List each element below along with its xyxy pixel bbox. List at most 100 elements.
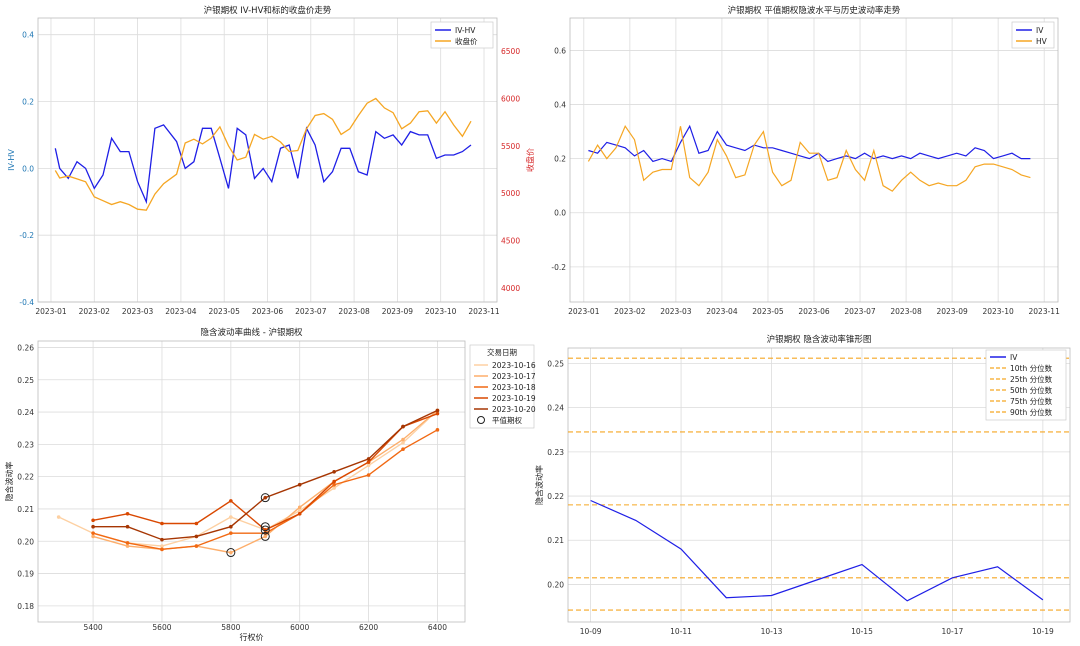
x-tick-label: 2023-10 [982,307,1014,316]
chart-atm-iv-hv: 2023-01 2023-02 2023-03 2023-04 2023-05 2023-… [551,5,1060,316]
series-point [297,508,302,513]
series-line-iv [588,124,1031,163]
series-point [125,544,130,548]
legend-label-percentile: 90th 分位数 [1010,407,1053,417]
atm-marker [260,493,270,503]
x-tick-label: 2023-02 [79,307,111,316]
chart-title: 沪银期权 平值期权隐波水平与历史波动率走势 [728,5,901,16]
series-point [229,531,233,535]
x-tick-label: 6000 [290,623,309,632]
legend-label-2023-10-18: 2023-10-18 [492,383,536,392]
y-tick-label: 0.26 [17,343,34,352]
series-point [435,428,440,432]
series-point [297,511,302,516]
series-point [263,495,268,500]
series-point [91,534,95,539]
y-tick-label: 0.20 [17,537,34,546]
legend-label-percentile: 50th 分位数 [1010,385,1053,395]
x-tick-label: 10-11 [670,627,692,636]
y-tick-label: 0.22 [547,492,564,501]
legend-title: 交易日期 [487,347,517,357]
legend-swatch-atm [477,416,485,424]
x-tick-label: 10-19 [1032,627,1054,636]
y-tick-label: 0.24 [547,404,564,413]
y2-tick-label: 4500 [501,236,520,245]
x-tick-label: 6400 [428,623,447,632]
series-point [56,515,61,519]
series-point [160,547,164,552]
series-point [401,447,405,452]
y-tick-label: 0.0 [554,209,566,218]
x-tick-label: 2023-03 [122,307,154,316]
x-tick-label: 2023-08 [338,307,370,316]
y-axis-label: 隐含波动率 [4,462,14,502]
legend-label-2023-10-17: 2023-10-17 [492,372,536,381]
x-tick-label: 2023-03 [660,307,692,316]
y-tick-label: -0.4 [19,298,34,307]
legend-label-2023-10-16: 2023-10-16 [492,361,536,370]
y-tick-label: 0.2 [554,155,566,164]
series-point [332,482,336,487]
series-point [160,521,164,526]
y-tick-label: 0.21 [17,505,34,514]
legend-label-2023-10-20: 2023-10-20 [492,405,536,414]
series-line-2023-10-16 [58,409,438,547]
plot-frame [569,17,1059,303]
atm-marker [260,522,270,532]
series-point [194,534,199,539]
x-tick-label: 2023-09 [936,307,968,316]
y-tick-label: 0.24 [17,408,34,417]
x-tick-label: 2023-10 [425,307,457,316]
atm-marker [226,548,236,558]
series-point [297,482,302,487]
y-tick-label: 0.0 [22,164,34,173]
x-tick-label: 2023-02 [614,307,646,316]
series-line-2023-10-19 [92,413,438,531]
y2-tick-label: 5500 [501,142,520,151]
y2-axis-label: 收盘价 [525,148,535,172]
series-point [125,524,130,529]
x-tick-label: 2023-07 [844,307,876,316]
legend-label-atm: 平值期权 [492,415,522,425]
chart-iv-smile: 5400 5600 5800 6000 6200 6400 0.18 0.19 0.20 0.21… [4,327,536,642]
plot-frame [567,347,1071,623]
series-point [401,424,405,429]
series-point [366,463,371,468]
series-point [160,537,164,542]
y-tick-label: 0.23 [17,440,34,449]
series-point [229,550,233,555]
x-axis-label: 行权价 [240,632,264,642]
x-tick-label: 10-09 [580,627,602,636]
x-tick-label: 2023-05 [752,307,784,316]
series-point [160,544,164,548]
x-tick-label: 2023-07 [295,307,327,316]
atm-marker [260,525,270,535]
y-tick-label: 0.22 [17,473,34,482]
legend-label-2023-10-19: 2023-10-19 [492,394,536,403]
series-line-iv [590,499,1044,602]
series-point [229,515,233,519]
y2-tick-label: 5000 [501,189,520,198]
series-point [366,473,371,477]
x-tick-label: 2023-06 [798,307,830,316]
series-point [91,524,95,529]
series-point [229,524,233,529]
y2-tick-label: 6000 [501,94,520,103]
legend-label-percentile: 25th 分位数 [1010,374,1053,384]
series-point [366,460,371,464]
series-point [194,544,199,548]
legend-label-iv-hv: IV-HV [455,26,476,35]
series-point [435,408,440,413]
legend-box [1011,21,1055,49]
y-tick-label: 0.4 [554,101,566,110]
y-tick-label: -0.2 [19,231,34,240]
atm-marker [260,531,270,541]
y-tick-label: 0.25 [17,376,34,385]
series-point [401,440,405,445]
y-axis-label: IV-HV [7,149,16,171]
series-line-iv-hv [54,124,472,205]
chart-title: 隐含波动率曲线 - 沪银期权 [201,327,303,338]
legend-label-percentile: 75th 分位数 [1010,396,1053,406]
x-tick-label: 10-17 [942,627,964,636]
legend-label-iv: IV [1010,353,1018,362]
